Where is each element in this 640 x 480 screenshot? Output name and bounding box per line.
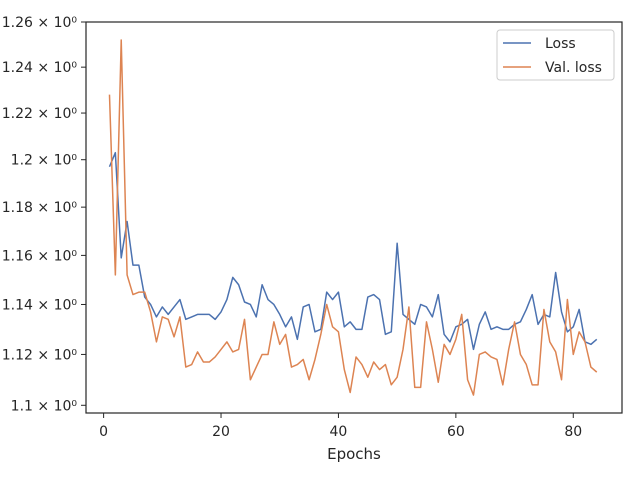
y-tick-label: 1.16 × 10⁰ <box>2 248 78 264</box>
series-line-2 <box>108 39 598 396</box>
axes <box>85 21 623 414</box>
series-line-1 <box>108 151 598 351</box>
legend: Loss Val. loss <box>496 29 615 81</box>
y-tick-label: 1.14 × 10⁰ <box>2 297 78 313</box>
legend-label-1: Loss <box>545 36 576 52</box>
x-tick-label: 80 <box>564 424 582 440</box>
y-tick-label: 1.24 × 10⁰ <box>2 60 78 76</box>
series-layer <box>108 39 598 396</box>
x-tick-label: 20 <box>212 424 230 440</box>
y-tick-label: 1.26 × 10⁰ <box>2 15 78 31</box>
y-tick-label: 1.2 × 10⁰ <box>11 153 78 169</box>
x-axis-label: Epochs <box>327 445 381 463</box>
axes-frame <box>85 21 623 414</box>
y-axis-ticks: 1.1 × 10⁰ 1.12 × 10⁰ 1.14 × 10⁰ 1.16 × 10⁰ 1… <box>2 15 86 414</box>
x-tick-label: 60 <box>447 424 465 440</box>
y-tick-label: 1.18 × 10⁰ <box>2 200 78 216</box>
y-tick-label: 1.1 × 10⁰ <box>11 398 78 414</box>
x-axis-ticks: 0 20 40 60 80 <box>99 413 582 440</box>
y-tick-label: 1.12 × 10⁰ <box>2 347 78 363</box>
y-tick-label: 1.22 × 10⁰ <box>2 106 78 122</box>
x-tick-label: 40 <box>330 424 348 440</box>
legend-label-2: Val. loss <box>545 60 602 76</box>
x-tick-label: 0 <box>99 424 108 440</box>
